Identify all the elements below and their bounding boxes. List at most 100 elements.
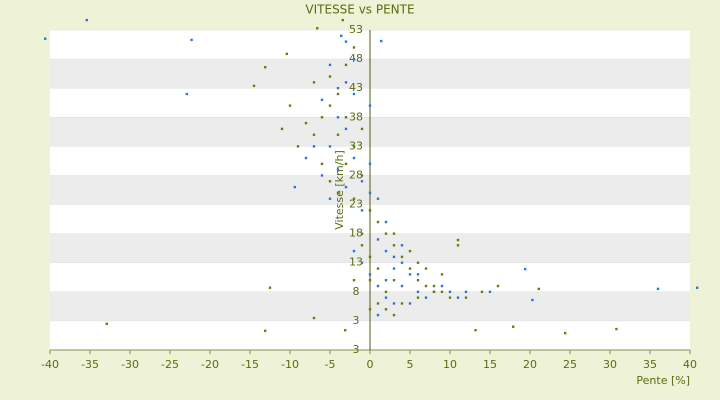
point xyxy=(392,232,396,235)
point xyxy=(352,145,356,148)
point xyxy=(105,322,108,326)
x-tick-label: 15 xyxy=(483,358,497,371)
x-tick-label: -25 xyxy=(161,358,179,371)
point xyxy=(408,273,412,276)
y-tick-label: 18 xyxy=(349,227,363,240)
chart-title: VITESSE vs PENTE xyxy=(305,3,414,17)
point xyxy=(328,104,332,107)
point xyxy=(252,84,256,88)
point xyxy=(344,329,347,332)
point xyxy=(496,284,500,288)
point xyxy=(440,284,444,288)
point xyxy=(432,290,436,294)
point xyxy=(384,220,388,224)
point xyxy=(615,327,618,331)
point xyxy=(384,249,388,253)
y-tick-label: 38 xyxy=(349,110,363,123)
point xyxy=(416,273,420,276)
x-axis-label: Pente [%] xyxy=(636,374,690,387)
point xyxy=(376,220,380,224)
point xyxy=(392,278,396,282)
x-tick-label: 25 xyxy=(563,358,577,371)
point xyxy=(376,313,380,317)
point xyxy=(336,116,340,119)
point xyxy=(376,267,380,270)
point xyxy=(304,156,308,160)
point xyxy=(448,290,452,294)
point xyxy=(564,331,567,335)
point xyxy=(320,174,324,177)
point xyxy=(408,249,412,253)
x-tick-label: -30 xyxy=(121,358,139,371)
point xyxy=(400,261,404,264)
point xyxy=(312,81,316,84)
point xyxy=(344,127,348,131)
point xyxy=(392,255,396,259)
point xyxy=(488,290,492,294)
point xyxy=(440,290,444,294)
point xyxy=(336,86,340,90)
point xyxy=(296,145,300,148)
point xyxy=(656,287,660,291)
point xyxy=(368,308,372,311)
point xyxy=(344,162,348,166)
point xyxy=(696,286,699,289)
point xyxy=(376,197,380,200)
point xyxy=(293,185,296,189)
point xyxy=(424,296,428,299)
x-tick-label: -20 xyxy=(201,358,219,371)
point xyxy=(408,267,412,270)
point xyxy=(336,191,340,195)
point xyxy=(368,191,372,195)
y-tick-label: 48 xyxy=(349,52,363,65)
y-tick-label: 8 xyxy=(353,285,360,298)
point xyxy=(336,168,340,171)
x-tick-label: -10 xyxy=(281,358,299,371)
point xyxy=(400,302,404,305)
point xyxy=(352,197,356,200)
point xyxy=(384,308,388,311)
point xyxy=(392,313,396,317)
point xyxy=(392,244,396,247)
point xyxy=(268,286,272,289)
point xyxy=(368,162,372,166)
point xyxy=(384,296,388,299)
point xyxy=(341,18,344,22)
point xyxy=(424,284,428,288)
y-tick-label: 13 xyxy=(349,256,363,269)
point xyxy=(400,284,404,288)
point xyxy=(531,298,534,302)
x-tick-label: 40 xyxy=(683,358,697,371)
point xyxy=(376,284,380,288)
point xyxy=(440,273,444,276)
point xyxy=(464,296,468,299)
x-tick-label: 5 xyxy=(407,358,414,371)
point xyxy=(320,116,324,119)
point xyxy=(352,278,356,282)
y-tick-label: 3 xyxy=(353,314,360,327)
point xyxy=(352,92,356,96)
x-tick-label: 30 xyxy=(603,358,617,371)
point xyxy=(328,197,332,200)
point xyxy=(464,290,468,294)
point xyxy=(432,284,436,288)
point xyxy=(336,92,340,96)
y-tick-label: 43 xyxy=(349,81,363,94)
point xyxy=(392,267,396,270)
point xyxy=(368,255,372,259)
y-tick-label: 33 xyxy=(349,139,363,152)
point xyxy=(360,127,364,131)
point xyxy=(352,57,356,61)
point xyxy=(360,261,364,264)
point xyxy=(512,325,515,328)
point xyxy=(352,46,356,49)
point xyxy=(312,145,316,148)
point xyxy=(376,302,380,305)
point xyxy=(416,296,420,299)
point xyxy=(185,92,188,96)
point xyxy=(384,290,388,294)
point xyxy=(360,180,364,183)
point xyxy=(340,34,343,38)
point xyxy=(384,278,388,282)
point xyxy=(352,249,356,253)
